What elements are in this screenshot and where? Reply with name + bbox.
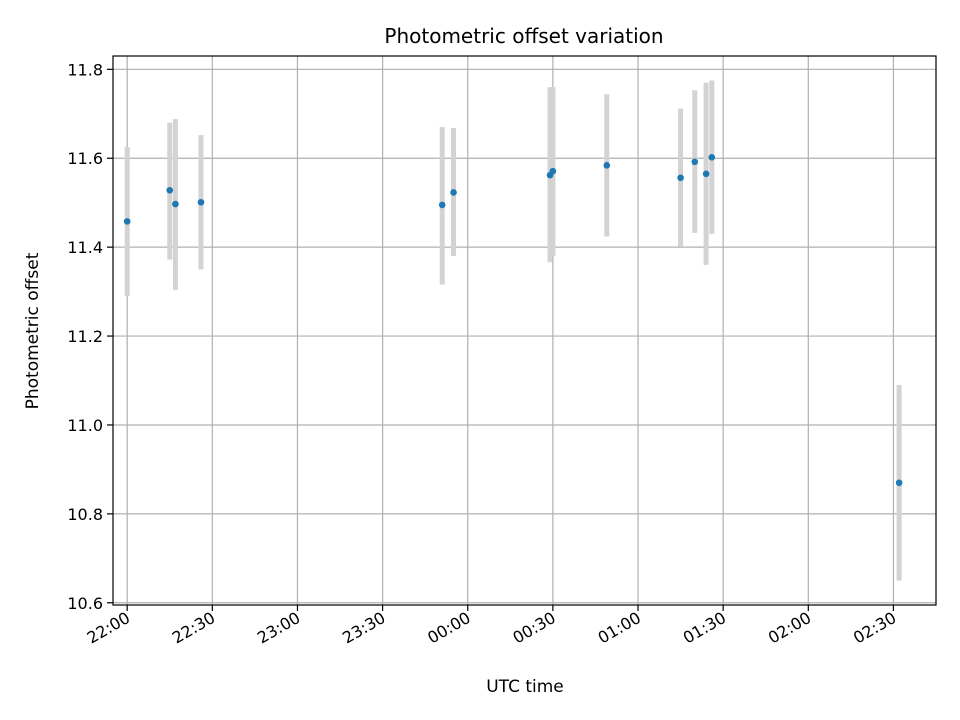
x-tick-label: 23:30 bbox=[339, 608, 388, 648]
data-point bbox=[197, 198, 205, 206]
grid bbox=[113, 56, 936, 605]
data-point bbox=[172, 200, 179, 208]
y-tick-label: 11.8 bbox=[67, 60, 103, 79]
data-point bbox=[708, 154, 716, 161]
x-tick-label: 02:00 bbox=[765, 608, 814, 648]
data-point bbox=[123, 218, 131, 225]
x-tick-label: 22:30 bbox=[169, 608, 218, 648]
data-point bbox=[603, 162, 611, 169]
y-tick-label: 11.6 bbox=[67, 149, 103, 168]
error-bars bbox=[124, 80, 902, 581]
data-point bbox=[438, 201, 446, 209]
y-tick-label: 10.6 bbox=[67, 594, 103, 613]
data-point bbox=[691, 158, 699, 166]
y-tick-label: 10.8 bbox=[67, 505, 103, 524]
y-axis-label: Photometric offset bbox=[23, 252, 43, 409]
x-tick-label: 01:30 bbox=[680, 608, 729, 648]
plot-frame bbox=[112, 55, 937, 606]
data-points bbox=[123, 154, 903, 487]
y-tick-label: 11.0 bbox=[67, 416, 103, 435]
data-point bbox=[549, 167, 557, 175]
data-point bbox=[166, 186, 174, 194]
axis-ticks: 22:00 22:30 23:00 23:30 00:00 00:30 01:00 01:30… bbox=[67, 60, 899, 647]
x-tick-label: 22:00 bbox=[84, 608, 133, 648]
y-tick-label: 11.2 bbox=[67, 327, 103, 346]
data-point bbox=[677, 174, 684, 182]
data-point bbox=[702, 170, 710, 178]
data-point bbox=[895, 479, 903, 487]
x-tick-label: 02:30 bbox=[850, 608, 899, 648]
x-tick-label: 00:00 bbox=[424, 608, 473, 648]
x-tick-label: 23:00 bbox=[254, 608, 303, 648]
x-axis-label: UTC time bbox=[486, 677, 564, 697]
chart-title: Photometric offset variation bbox=[384, 24, 663, 48]
x-tick-label: 00:30 bbox=[509, 608, 558, 648]
x-tick-label: 01:00 bbox=[595, 608, 644, 648]
data-point bbox=[450, 189, 457, 196]
y-tick-label: 11.4 bbox=[67, 238, 103, 257]
